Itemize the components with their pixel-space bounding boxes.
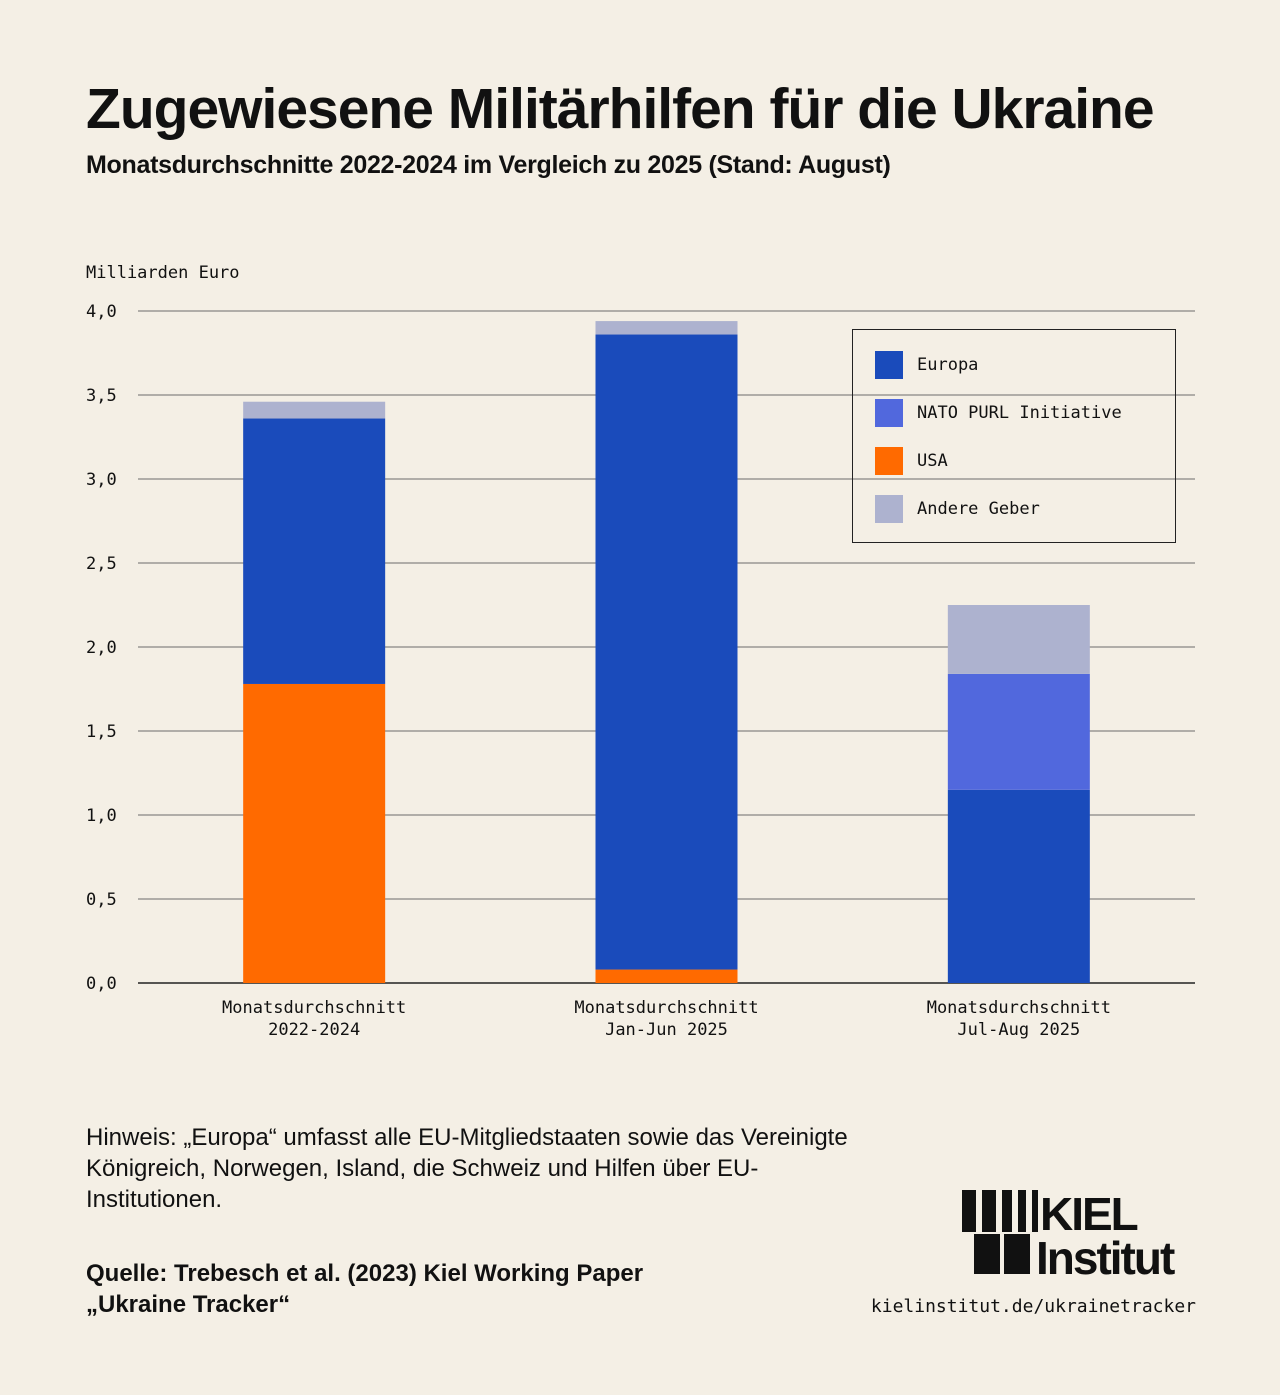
y-tick-label: 0,0 (86, 974, 117, 994)
x-tick-label: Monatsdurchschnitt (927, 998, 1111, 1018)
bar-segment-usa (243, 683, 386, 983)
chart-subtitle: Monatsdurchschnitte 2022-2024 im Verglei… (86, 151, 891, 179)
bar-segment-andere-geber (595, 321, 738, 335)
bar-segment-europa (595, 334, 738, 970)
bar-segment-andere-geber (243, 401, 386, 419)
y-tick-label: 4,0 (86, 302, 117, 322)
y-tick-label: 1,0 (86, 806, 117, 826)
legend-label-nato-purl: NATO PURL Initiative (917, 403, 1122, 423)
source-line-2: „Ukraine Tracker“ (86, 1291, 291, 1318)
x-tick-label: 2022-2024 (268, 1020, 360, 1040)
x-tick-label: Monatsdurchschnitt (222, 998, 406, 1018)
legend-swatch-europa (875, 351, 903, 379)
bar-segment-europa (243, 418, 386, 684)
y-tick-label: 3,0 (86, 470, 117, 490)
legend-swatch-usa (875, 447, 903, 475)
y-tick-label: 3,5 (86, 386, 117, 406)
logo-line-2: Institut (1036, 1232, 1175, 1278)
bar-segment-usa (595, 969, 738, 983)
x-tick-label: Monatsdurchschnitt (574, 998, 758, 1018)
bar-segment-andere-geber (947, 605, 1090, 674)
source-line-1: Quelle: Trebesch et al. (2023) Kiel Work… (86, 1260, 644, 1287)
chart-legend: Europa NATO PURL Initiative USA Andere G… (852, 329, 1176, 543)
note-text: Hinweis: „Europa“ umfasst alle EU-Mitgli… (86, 1124, 848, 1213)
y-tick-label: 1,5 (86, 722, 117, 742)
legend-swatch-nato-purl (875, 399, 903, 427)
x-tick-label: Jan-Jun 2025 (605, 1020, 728, 1040)
y-tick-label: 2,0 (86, 638, 117, 658)
source-url: kielinstitut.de/ukrainetracker (870, 1296, 1196, 1317)
chart-title: Zugewiesene Militärhilfen für die Ukrain… (86, 77, 1155, 141)
legend-label-usa: USA (917, 451, 948, 471)
y-tick-label: 2,5 (86, 554, 117, 574)
source-text: Quelle: Trebesch et al. (2023) Kiel Work… (86, 1258, 786, 1320)
legend-label-andere-geber: Andere Geber (917, 499, 1040, 519)
kiel-institut-logo: KIEL Institut (962, 1190, 1177, 1278)
y-axis-label: Milliarden Euro (86, 263, 240, 283)
stacked-bar-chart: Milliarden Euro 0,0 0,5 1,0 1,5 2,0 2,5 3,0 3,5… (86, 263, 1195, 1040)
y-tick-label: 0,5 (86, 890, 117, 910)
legend-swatch-andere-geber (875, 495, 903, 523)
legend-label-europa: Europa (917, 355, 979, 375)
bar-segment-europa (947, 789, 1090, 983)
x-tick-label: Jul-Aug 2025 (957, 1020, 1080, 1040)
logo-line-1: KIEL (1040, 1190, 1138, 1240)
bar-segment-nato-purl-initiative (947, 673, 1090, 790)
